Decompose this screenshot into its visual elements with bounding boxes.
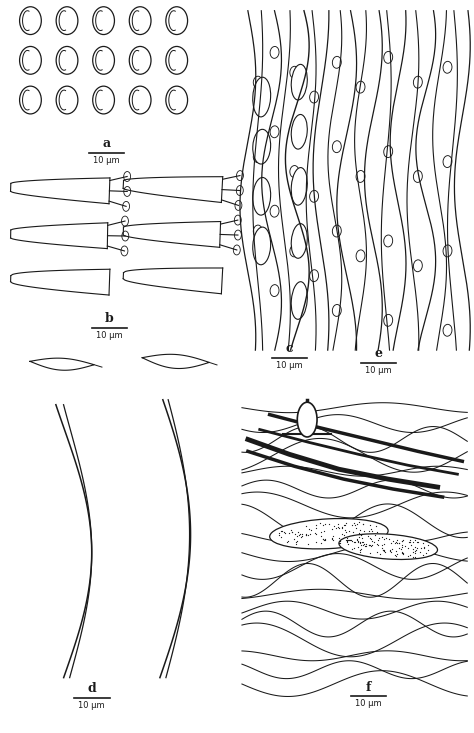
Text: 10 μm: 10 μm bbox=[93, 155, 120, 165]
Ellipse shape bbox=[291, 168, 307, 205]
Text: f: f bbox=[366, 680, 371, 693]
Text: e: e bbox=[374, 347, 383, 360]
Text: 10 μm: 10 μm bbox=[355, 699, 382, 709]
Ellipse shape bbox=[253, 177, 271, 216]
Text: d: d bbox=[87, 682, 96, 696]
Text: c: c bbox=[285, 342, 293, 355]
Ellipse shape bbox=[339, 534, 438, 559]
Ellipse shape bbox=[253, 77, 271, 117]
Text: 10 μm: 10 μm bbox=[96, 331, 123, 340]
Text: 10 μm: 10 μm bbox=[365, 366, 392, 375]
Text: 10 μm: 10 μm bbox=[78, 701, 105, 710]
Text: 10 μm: 10 μm bbox=[276, 361, 303, 370]
Text: b: b bbox=[105, 312, 114, 325]
Ellipse shape bbox=[291, 114, 307, 149]
Text: a: a bbox=[102, 136, 110, 150]
Ellipse shape bbox=[253, 129, 271, 164]
Ellipse shape bbox=[253, 227, 271, 265]
Ellipse shape bbox=[297, 402, 317, 437]
Ellipse shape bbox=[291, 65, 307, 100]
Ellipse shape bbox=[291, 224, 307, 258]
Ellipse shape bbox=[270, 518, 388, 549]
Ellipse shape bbox=[291, 281, 307, 320]
